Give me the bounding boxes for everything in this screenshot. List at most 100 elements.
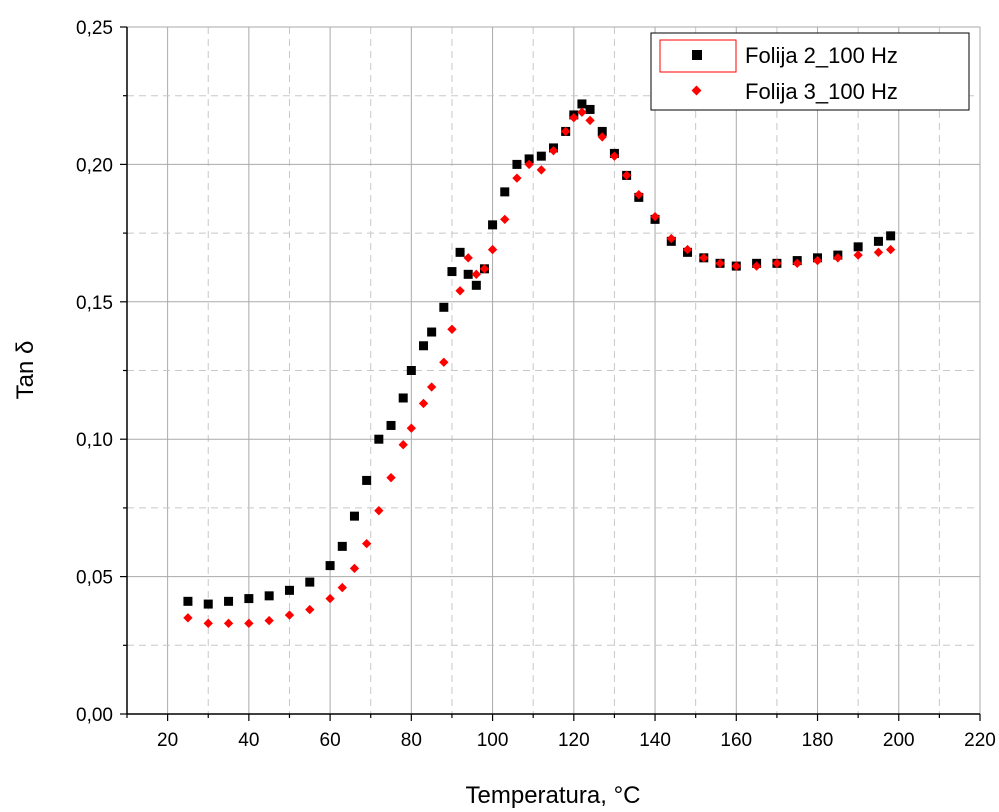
data-point-series-2: [548, 145, 559, 156]
data-point-series-1: [439, 302, 449, 312]
data-point-series-2: [885, 244, 896, 255]
data-point-series-1: [471, 280, 481, 290]
x-tick-label: 220: [964, 730, 996, 751]
data-point-series-2: [471, 269, 481, 279]
y-tick-label: 0,05: [76, 568, 113, 589]
data-point-series-1: [536, 151, 546, 161]
data-point-series-1: [419, 341, 429, 351]
data-point-series-1: [512, 159, 522, 169]
data-point-series-1: [873, 236, 883, 246]
data-point-series-1: [853, 242, 863, 252]
data-point-series-1: [337, 541, 347, 551]
data-point-series-2: [569, 113, 579, 123]
data-point-series-2: [386, 473, 396, 483]
data-point-series-2: [463, 253, 473, 263]
x-tick-label: 140: [639, 730, 671, 751]
data-point-series-1: [463, 269, 473, 279]
data-point-series-2: [715, 258, 725, 268]
data-point-series-1: [203, 599, 213, 609]
x-tick-label: 100: [477, 730, 509, 751]
data-point-series-2: [650, 211, 660, 222]
y-tick-label: 0,25: [76, 18, 113, 39]
data-point-series-2: [426, 382, 437, 392]
data-point-series-2: [455, 286, 465, 296]
data-point-series-1: [325, 561, 335, 571]
data-point-series-2: [609, 151, 620, 161]
data-point-series-1: [183, 596, 193, 606]
x-tick-label: 40: [238, 730, 259, 751]
legend: Folija 2_100 Hz Folija 3_100 Hz: [650, 32, 970, 111]
data-point-series-2: [634, 189, 644, 200]
data-point-series-2: [751, 261, 762, 271]
legend-label-series-1: Folija 2_100 Hz: [745, 43, 898, 68]
y-tick-label: 0,00: [76, 705, 113, 726]
x-axis-ticks: 20 40 60 80 100 120 140 160 180 200 220: [126, 714, 996, 751]
data-point-series-2: [244, 618, 254, 628]
data-point-series-2: [284, 610, 295, 620]
data-point-series-2: [792, 258, 802, 268]
data-point-series-2: [203, 618, 213, 628]
x-tick-label: 180: [802, 730, 834, 751]
data-point-series-1: [398, 393, 408, 403]
legend-label-series-2: Folija 3_100 Hz: [745, 79, 898, 104]
legend-highlight: [659, 39, 737, 73]
legend-marker-square-icon: [692, 50, 702, 60]
data-point-series-1: [264, 591, 274, 601]
data-point-series-2: [337, 582, 347, 593]
data-point-series-2: [561, 126, 571, 137]
data-point-series-2: [361, 538, 372, 549]
data-point-series-1: [447, 267, 457, 277]
y-axis-ticks: 0,00 0,05 0,10 0,15 0,20 0,25: [76, 18, 127, 726]
data-point-series-1: [500, 187, 510, 197]
data-point-series-1: [585, 104, 595, 114]
data-point-series-1: [386, 420, 396, 430]
data-point-series-2: [536, 165, 546, 175]
data-point-series-2: [439, 357, 449, 367]
y-axis-title: Tan δ: [12, 341, 39, 400]
data-point-series-2: [374, 505, 384, 516]
x-tick-label: 200: [883, 730, 915, 751]
data-point-series-1: [305, 577, 315, 587]
data-point-series-2: [873, 247, 884, 258]
data-point-series-2: [853, 250, 863, 260]
data-point-series-1: [886, 231, 896, 241]
y-tick-label: 0,20: [76, 155, 113, 176]
data-point-series-1: [362, 475, 372, 485]
data-point-series-2: [682, 244, 693, 255]
data-point-series-1: [406, 366, 416, 375]
data-point-series-2: [577, 107, 587, 117]
data-point-series-2: [398, 440, 408, 450]
data-point-series-2: [349, 563, 360, 574]
data-point-series-2: [666, 233, 676, 244]
legend-marker-diamond-icon: [691, 85, 702, 96]
data-point-series-1: [349, 511, 359, 521]
data-point-series-2: [597, 132, 607, 142]
x-tick-label: 20: [157, 730, 178, 751]
data-point-series-1: [597, 126, 607, 136]
x-axis-title: Temperatura, °C: [466, 782, 641, 809]
x-tick-label: 60: [320, 730, 341, 751]
data-point-series-2: [585, 115, 595, 126]
data-point-series-2: [418, 398, 429, 409]
grid: [127, 26, 981, 714]
data-point-series-2: [833, 253, 843, 263]
data-point-series-2: [325, 593, 335, 604]
data-point-series-1: [455, 247, 465, 257]
data-point-series-2: [487, 244, 498, 255]
data-point-series-2: [731, 261, 741, 271]
x-tick-label: 120: [558, 730, 590, 751]
plot-area: [183, 99, 896, 628]
data-point-series-2: [264, 615, 274, 626]
data-point-series-2: [447, 324, 457, 334]
data-point-series-2: [621, 170, 632, 181]
data-point-series-1: [524, 154, 534, 164]
x-tick-label: 80: [401, 730, 422, 751]
data-point-series-1: [427, 327, 437, 337]
x-tick-label: 160: [720, 730, 752, 751]
y-tick-label: 0,10: [76, 430, 113, 451]
data-point-series-2: [223, 618, 234, 628]
data-point-series-2: [183, 613, 193, 623]
y-tick-label: 0,15: [76, 293, 113, 314]
data-point-series-2: [699, 253, 709, 263]
